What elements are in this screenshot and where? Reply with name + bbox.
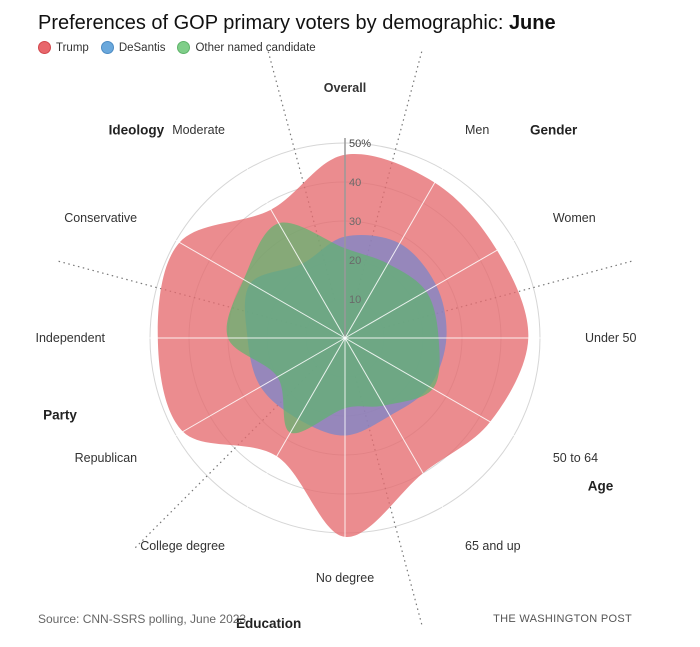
axis-label-50-to-64: 50 to 64 [553,451,598,465]
spoke-republican [145,337,346,454]
legend-label-trump: Trump [56,41,89,54]
chart-title: Preferences of GOP primary voters by dem… [38,12,556,35]
spoke-men [344,138,461,339]
credit-note: THE WASHINGTON POST [493,613,632,625]
legend-item-other: Other named candidate [177,41,316,54]
axis-label-65-and-up: 65 and up [465,539,521,553]
axis-label-overall: Overall [324,81,366,95]
group-label-party: Party [43,407,77,422]
group-label-age: Age [588,479,614,494]
radial-tick-20: 20 [349,255,361,267]
group-separator-3 [132,365,318,551]
series-area-other-named-candidate [226,222,440,434]
spoke-50-to-64 [344,337,545,454]
source-note: Source: CNN-SSRS polling, June 2023 [38,612,247,626]
legend-label-other: Other named candidate [195,41,316,54]
axis-label-conservative: Conservative [64,211,137,225]
group-label-education: Education [236,616,301,631]
legend-label-desantis: DeSantis [118,41,166,54]
axis-label-under-50: Under 50 [585,331,636,345]
spoke-women [344,222,545,339]
legend-swatch-desantis [100,41,114,54]
axis-label-college-degree: College degree [140,539,225,553]
axis-label-moderate: Moderate [172,123,225,137]
group-separator-5 [266,48,336,300]
legend: Trump DeSantis Other named candidate [38,41,316,54]
spoke-conservative [145,222,346,339]
legend-swatch-trump [38,41,51,54]
axis-label-republican: Republican [75,451,138,465]
axis-label-no-degree: No degree [316,571,374,585]
group-label-gender: Gender [530,122,578,137]
axis-label-independent: Independent [35,331,105,345]
axis-label-men: Men [465,123,489,137]
radial-tick-10: 10 [349,294,361,306]
radial-tick-40: 40 [349,177,361,189]
chart-title-prefix: Preferences of GOP primary voters by dem… [38,12,509,34]
legend-swatch-other [177,41,191,54]
legend-item-trump: Trump [38,41,89,54]
chart-title-highlight: June [508,12,556,34]
radial-tick-50: 50% [349,138,371,150]
legend-item-desantis: DeSantis [100,41,166,54]
axis-label-women: Women [553,211,596,225]
spoke-college-degree [229,337,346,538]
radial-tick-30: 30 [349,216,361,228]
group-label-ideology: Ideology [109,122,165,137]
spoke-65-and-up [344,337,461,538]
spoke-moderate [229,138,346,339]
